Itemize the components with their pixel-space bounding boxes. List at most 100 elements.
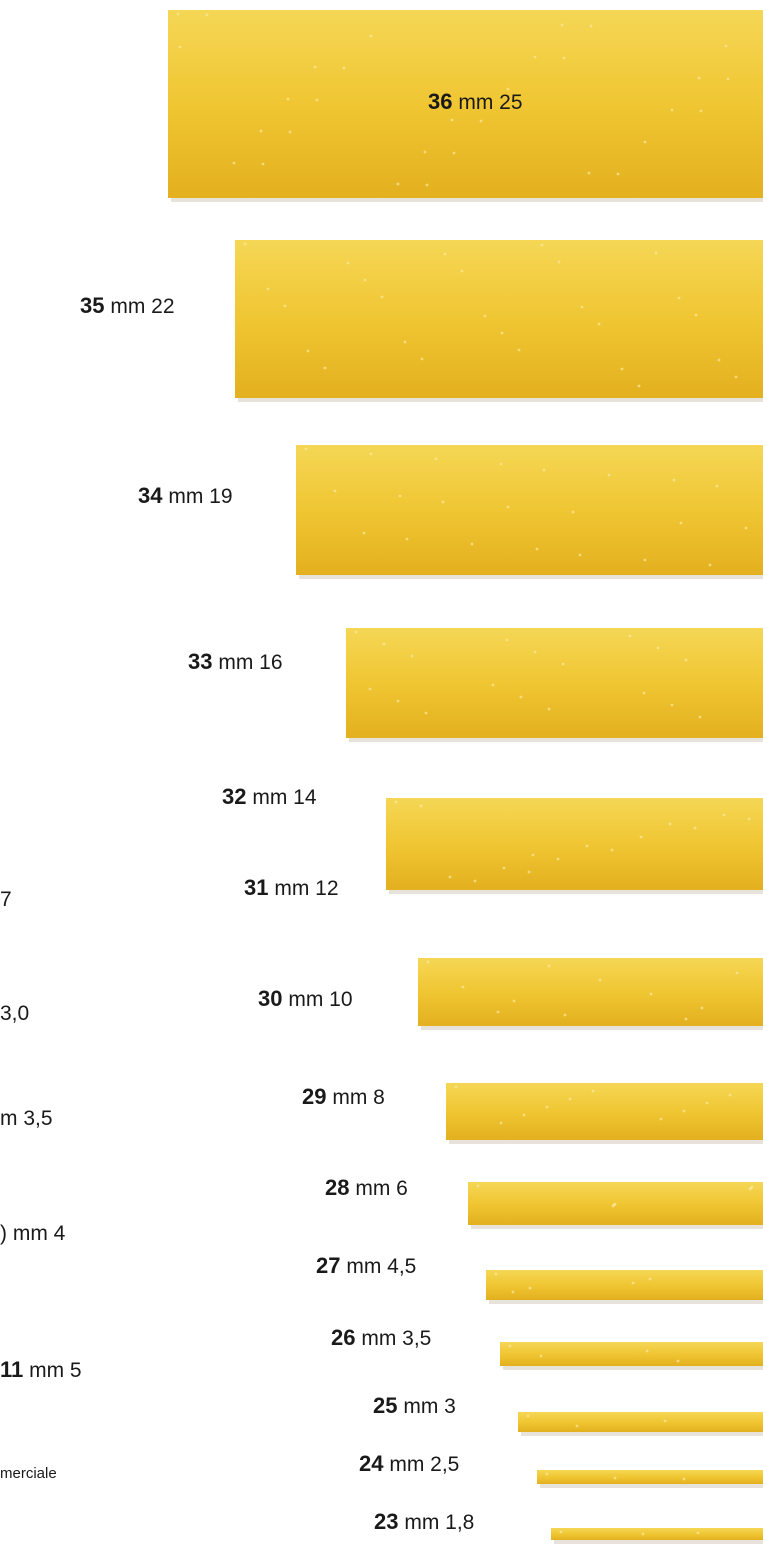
pasta-speckle	[511, 1290, 515, 1294]
partial-label-1: 7	[0, 888, 12, 911]
pasta-speckle	[639, 835, 643, 839]
pasta-speckle	[450, 118, 454, 122]
pasta-speckle	[410, 654, 414, 658]
pasta-speckle	[448, 875, 452, 879]
pasta-speckle	[587, 171, 591, 175]
pasta-speckle	[425, 183, 429, 187]
partial-label-3: m 3,5	[0, 1107, 53, 1130]
size-label-33: 33 mm 16	[188, 650, 283, 675]
pasta-speckle	[369, 34, 373, 38]
pasta-speckle	[631, 1281, 635, 1285]
pasta-speckle	[394, 800, 398, 804]
pasta-strip-34	[296, 445, 763, 575]
pasta-speckle	[628, 634, 632, 638]
size-width: 16	[259, 651, 283, 674]
pasta-speckle	[512, 999, 516, 1003]
pasta-speckle	[491, 683, 495, 687]
unit: mm	[288, 988, 324, 1011]
unit: mm	[252, 786, 288, 809]
size-number: 34	[138, 483, 163, 508]
pasta-strip-30	[418, 958, 763, 1026]
pasta-speckle	[654, 251, 658, 255]
pasta-speckle	[568, 1097, 572, 1101]
pasta-speckle	[607, 473, 611, 477]
pasta-speckle	[499, 1121, 503, 1125]
size-label-24: 24 mm 2,5	[359, 1452, 459, 1477]
pasta-speckle	[708, 563, 712, 567]
unit: mm	[346, 1255, 382, 1278]
pasta-speckle	[261, 162, 265, 166]
pasta-speckle	[540, 243, 544, 247]
pasta-speckle	[426, 960, 430, 964]
unit: mm	[361, 1327, 397, 1350]
unit: mm	[274, 877, 310, 900]
pasta-speckle	[700, 1006, 704, 1010]
pasta-speckle	[539, 1354, 543, 1358]
pasta-speckle	[585, 844, 589, 848]
pasta-speckle	[420, 357, 424, 361]
unit: mm	[458, 91, 494, 114]
size-number: 25	[373, 1393, 398, 1418]
partial-label-4: ) mm 4	[0, 1222, 66, 1245]
pasta-speckle	[494, 1272, 498, 1276]
pasta-speckle	[496, 1010, 500, 1014]
pasta-speckle	[559, 1530, 563, 1534]
size-label-31: 31 mm 12	[244, 876, 339, 901]
pasta-speckle	[519, 695, 523, 699]
pasta-speckle	[735, 971, 739, 975]
size-label-29: 29 mm 8	[302, 1085, 385, 1110]
pasta-speckle	[677, 296, 681, 300]
size-width: 6	[396, 1177, 408, 1200]
size-label-23: 23 mm 1,8	[374, 1510, 474, 1535]
partial-number: 11	[0, 1357, 24, 1382]
unit: mm	[168, 485, 204, 508]
pasta-strip-25	[518, 1412, 763, 1432]
pasta-speckle	[528, 1286, 532, 1290]
pasta-speckle	[452, 151, 456, 155]
pasta-strip-33	[346, 628, 763, 738]
pasta-speckle	[697, 76, 701, 80]
pasta-speckle	[547, 707, 551, 711]
size-number: 32	[222, 784, 247, 809]
pasta-strip-36	[168, 10, 763, 198]
pasta-speckle	[441, 500, 445, 504]
pasta-speckle	[259, 129, 263, 133]
size-width: 4,5	[387, 1255, 417, 1278]
pasta-speckle	[694, 313, 698, 317]
pasta-speckle	[656, 646, 660, 650]
pasta-speckle	[405, 537, 409, 541]
pasta-speckle	[531, 853, 535, 857]
size-label-35: 35 mm 22	[80, 294, 175, 319]
size-width: 12	[315, 877, 339, 900]
size-width: 10	[329, 988, 353, 1011]
pasta-strip-32	[386, 798, 763, 890]
pasta-speckle	[545, 1105, 549, 1109]
pasta-strip-29	[446, 1083, 763, 1140]
size-number: 23	[374, 1509, 399, 1534]
size-number: 29	[302, 1084, 327, 1109]
pasta-speckle	[517, 348, 521, 352]
pasta-speckle	[682, 1109, 686, 1113]
pasta-speckle	[243, 242, 247, 246]
pasta-speckle	[499, 462, 503, 466]
size-label-30: 30 mm 10	[258, 987, 353, 1012]
size-width: 25	[499, 91, 523, 114]
pasta-speckle	[637, 384, 641, 388]
pasta-speckle	[670, 703, 674, 707]
size-number: 31	[244, 875, 269, 900]
pasta-speckle	[663, 1419, 667, 1423]
pasta-speckle	[380, 295, 384, 299]
pasta-speckle	[684, 658, 688, 662]
footer-partial-text: merciale	[0, 1465, 57, 1482]
pasta-speckle	[715, 484, 719, 488]
pasta-speckle	[288, 130, 292, 134]
pasta-speckle	[744, 526, 748, 530]
pasta-speckle	[522, 1113, 526, 1117]
pasta-strip-35	[235, 240, 763, 398]
pasta-speckle	[283, 304, 287, 308]
pasta-speckle	[508, 1344, 512, 1348]
pasta-speckle	[620, 367, 624, 371]
pasta-speckle	[178, 45, 182, 49]
size-number: 35	[80, 293, 105, 318]
